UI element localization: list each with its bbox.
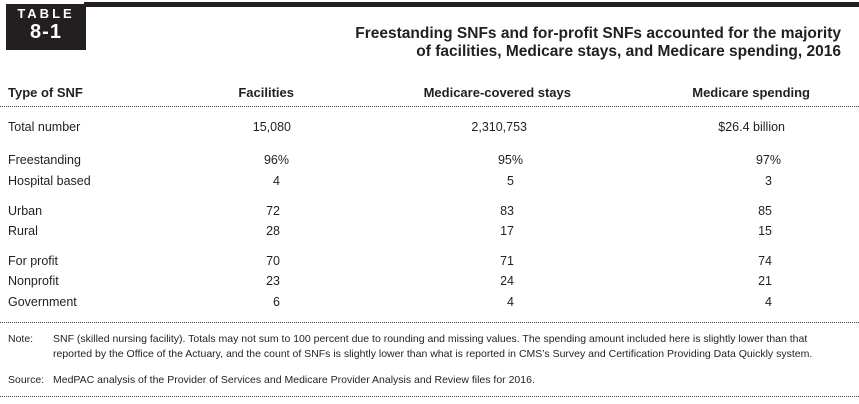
spending-cell: 97% — [755, 153, 781, 167]
table-row: For profit 70 71 74 — [0, 252, 859, 270]
stays-cell: 4 — [507, 295, 514, 309]
table-row: Urban 72 83 85 — [0, 202, 859, 220]
note-text: SNF (skilled nursing facility). Totals m… — [53, 333, 813, 360]
row-label: Nonprofit — [8, 274, 59, 288]
row-label: Government — [8, 295, 77, 309]
source-label: Source: — [8, 374, 45, 386]
row-label: Freestanding — [8, 153, 81, 167]
facilities-cell: 23 — [266, 274, 280, 288]
row-label: Hospital based — [8, 174, 91, 188]
table-bottom-divider — [0, 322, 859, 323]
facilities-cell: 4 — [273, 174, 280, 188]
stays-cell: 24 — [500, 274, 514, 288]
header-facilities: Facilities — [238, 85, 294, 100]
row-label: Total number — [8, 120, 81, 134]
source: Source: MedPAC analysis of the Provider … — [8, 373, 848, 388]
stays-cell: 95% — [497, 153, 523, 167]
stays-cell: 71 — [500, 254, 514, 268]
facilities-cell: 6 — [273, 295, 280, 309]
facilities-cell: 96% — [263, 153, 289, 167]
table-row: Total number 15,080 2,310,753 $26.4 billion — [0, 118, 859, 136]
table-row: Freestanding 96% 95% 97% — [0, 151, 859, 169]
title-line-2: of facilities, Medicare stays, and Medic… — [416, 43, 841, 60]
stays-cell: 83 — [500, 204, 514, 218]
spending-cell: $26.4 billion — [718, 120, 785, 134]
facilities-cell: 70 — [266, 254, 280, 268]
facilities-cell: 15,080 — [252, 120, 291, 134]
table-label-word: TABLE — [17, 6, 75, 21]
table-title: Freestanding SNFs and for-profit SNFs ac… — [201, 25, 841, 61]
top-rule — [84, 2, 859, 7]
table-row: Hospital based 4 5 3 — [0, 172, 859, 190]
spending-cell: 4 — [765, 295, 772, 309]
header-divider — [0, 106, 859, 107]
spending-cell: 3 — [765, 174, 772, 188]
facilities-cell: 72 — [266, 204, 280, 218]
row-label: Rural — [8, 224, 38, 238]
table-row: Nonprofit 23 24 21 — [0, 272, 859, 290]
spending-cell: 85 — [758, 204, 772, 218]
row-label: Urban — [8, 204, 43, 218]
footer-divider — [0, 396, 859, 397]
stays-cell: 5 — [507, 174, 514, 188]
table-row: Government 6 4 4 — [0, 293, 859, 311]
facilities-cell: 28 — [266, 224, 280, 238]
note-label: Note: — [8, 333, 34, 345]
row-label: For profit — [8, 254, 59, 268]
note: Note: SNF (skilled nursing facility). To… — [8, 332, 848, 362]
title-line-1: Freestanding SNFs and for-profit SNFs ac… — [355, 25, 841, 42]
table-row: Rural 28 17 15 — [0, 222, 859, 240]
header-spending: Medicare spending — [692, 85, 810, 100]
spending-cell: 15 — [758, 224, 772, 238]
header-row: Type of SNF Facilities Medicare-covered … — [0, 84, 859, 102]
spending-cell: 74 — [758, 254, 772, 268]
stays-cell: 17 — [500, 224, 514, 238]
table-label-box: TABLE 8-1 — [6, 4, 86, 50]
stays-cell: 2,310,753 — [471, 120, 527, 134]
source-text: MedPAC analysis of the Provider of Servi… — [53, 374, 535, 386]
header-stays: Medicare-covered stays — [423, 85, 571, 100]
spending-cell: 21 — [758, 274, 772, 288]
table-label-number: 8-1 — [30, 21, 62, 43]
header-type: Type of SNF — [8, 85, 83, 100]
